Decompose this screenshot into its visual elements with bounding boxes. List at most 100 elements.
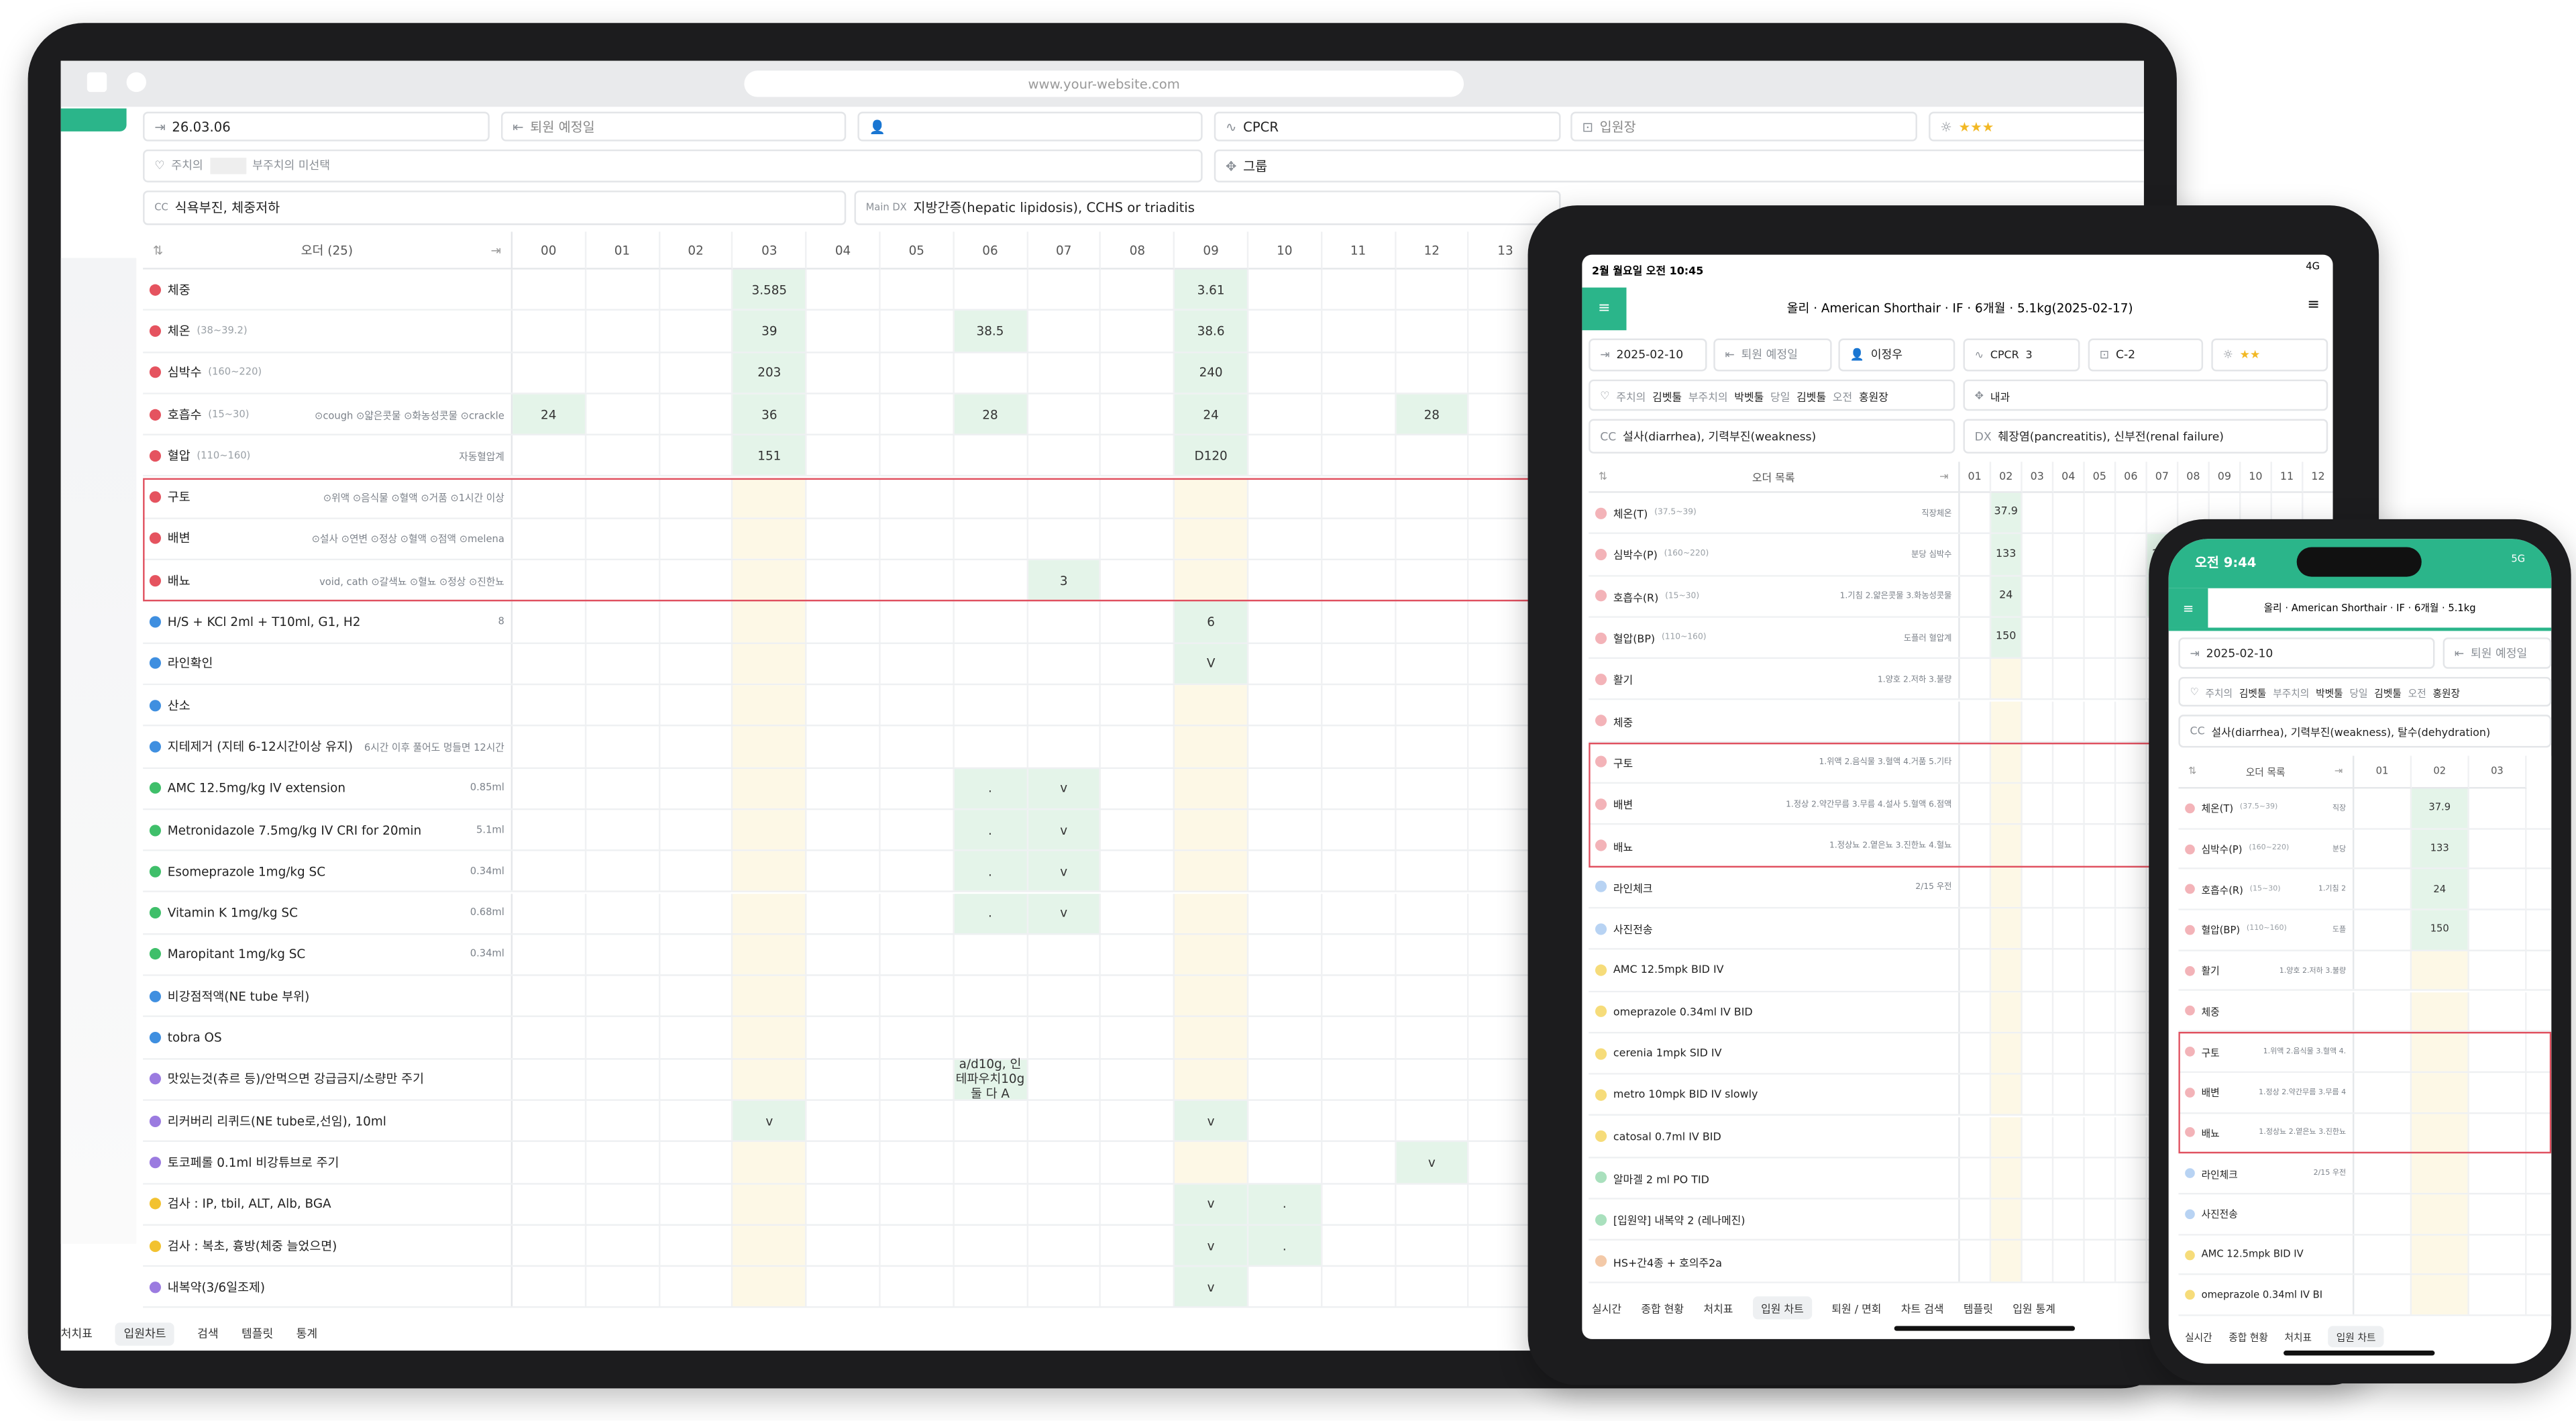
time-cell[interactable] xyxy=(881,685,955,725)
time-cell[interactable] xyxy=(954,602,1028,642)
time-cell[interactable] xyxy=(2412,991,2469,1031)
hour-header[interactable]: 01 xyxy=(2354,755,2412,789)
time-cell[interactable] xyxy=(1322,643,1396,684)
order-row[interactable]: 구토 1.위액 2.음식물 3.혈액 4. xyxy=(2178,1032,2552,1073)
time-cell[interactable] xyxy=(1396,643,1470,684)
time-cell[interactable] xyxy=(807,851,881,892)
time-cell[interactable] xyxy=(881,727,955,767)
time-cell[interactable] xyxy=(659,352,734,393)
time-cell[interactable] xyxy=(513,685,586,725)
time-cell[interactable] xyxy=(1028,1142,1102,1183)
time-cell[interactable] xyxy=(733,685,807,725)
time-cell[interactable] xyxy=(1960,742,1992,782)
time-cell[interactable] xyxy=(1248,934,1322,975)
time-cell[interactable] xyxy=(1322,685,1396,725)
time-cell[interactable] xyxy=(881,435,955,476)
hour-header[interactable]: 03 xyxy=(2022,462,2054,493)
hour-header[interactable]: 11 xyxy=(2271,462,2304,493)
order-row[interactable]: v 토코페롤 0.1ml 비강튜브로 주기 xyxy=(143,1142,2144,1184)
time-cell[interactable] xyxy=(807,1142,881,1183)
time-cell[interactable] xyxy=(2241,492,2272,533)
time-cell[interactable] xyxy=(2354,910,2412,949)
time-cell[interactable] xyxy=(1991,950,2023,990)
time-cell[interactable] xyxy=(2469,910,2527,949)
time-cell[interactable] xyxy=(1248,1142,1322,1183)
time-cell[interactable] xyxy=(1396,519,1470,559)
time-cell[interactable] xyxy=(586,602,660,642)
time-cell[interactable] xyxy=(2085,1075,2116,1115)
time-cell[interactable] xyxy=(1960,1241,1992,1281)
time-cell[interactable] xyxy=(881,643,955,684)
time-cell[interactable] xyxy=(881,394,955,434)
time-cell[interactable] xyxy=(513,311,586,352)
time-cell[interactable] xyxy=(807,976,881,1016)
order-row[interactable]: 구토 1.위액 2.음식물 3.혈액 4.거품 5.기타 xyxy=(1589,742,2333,784)
time-cell[interactable] xyxy=(1102,560,1175,600)
time-cell[interactable] xyxy=(1028,519,1102,559)
nav-item[interactable]: 템플릿 xyxy=(241,1327,274,1341)
time-cell[interactable] xyxy=(2053,1075,2085,1115)
time-cell[interactable] xyxy=(1102,685,1175,725)
time-cell[interactable]: v xyxy=(1395,1142,1470,1183)
time-cell[interactable] xyxy=(807,727,881,767)
time-cell[interactable] xyxy=(1175,519,1249,559)
time-cell[interactable] xyxy=(807,1017,881,1058)
time-cell[interactable] xyxy=(2023,742,2054,782)
time-cell[interactable] xyxy=(586,269,660,310)
time-cell[interactable] xyxy=(1248,768,1322,808)
order-row[interactable]: 산소 xyxy=(143,685,2144,727)
time-cell[interactable] xyxy=(954,560,1028,600)
hour-header[interactable]: 07 xyxy=(1028,231,1102,270)
time-cell[interactable] xyxy=(1248,435,1322,476)
nav-item[interactable]: 실시간 xyxy=(2185,1332,2212,1345)
order-row[interactable]: 150 혈압(BP) (110~160) 도플러 혈압계 xyxy=(1589,617,2333,660)
order-row[interactable]: . v AMC 12.5mg/kg IV extension 0.85ml xyxy=(143,768,2144,810)
time-cell[interactable] xyxy=(1960,1116,1992,1157)
time-cell[interactable] xyxy=(1248,893,1322,933)
time-cell[interactable] xyxy=(1322,768,1396,808)
person-field[interactable]: 👤 이정우 xyxy=(1838,338,1955,372)
order-row[interactable]: Maropitant 1mg/kg SC 0.34ml xyxy=(143,934,2144,976)
order-row[interactable]: v. 검사 : 복초, 흉방(체중 늘었으면) xyxy=(143,1225,2144,1267)
time-cell[interactable] xyxy=(2085,742,2116,782)
time-cell[interactable] xyxy=(2085,534,2116,575)
time-cell[interactable]: v xyxy=(1175,1267,1249,1308)
order-row[interactable]: 151 D120 혈압 (110~160) 자동혈압계 xyxy=(143,435,2144,478)
time-cell[interactable] xyxy=(1322,519,1396,559)
time-cell[interactable] xyxy=(1396,1183,1470,1224)
time-cell[interactable] xyxy=(1322,311,1396,352)
time-cell[interactable] xyxy=(2053,700,2085,741)
time-cell[interactable] xyxy=(2210,492,2241,533)
time-cell[interactable] xyxy=(881,602,955,642)
nav-item[interactable]: 입원 통계 xyxy=(2012,1303,2055,1316)
time-cell[interactable] xyxy=(1102,477,1175,517)
order-row[interactable]: v. 검사 : IP, tbil, ALT, Alb, BGA xyxy=(143,1183,2144,1226)
time-cell[interactable] xyxy=(2116,1116,2147,1157)
order-row[interactable]: metro 10mpk BID IV slowly xyxy=(1589,1075,2333,1117)
time-cell[interactable] xyxy=(2085,992,2116,1032)
time-cell[interactable] xyxy=(733,893,807,933)
time-cell[interactable] xyxy=(1960,1033,1992,1073)
time-cell[interactable] xyxy=(586,685,660,725)
time-cell[interactable] xyxy=(1102,1183,1175,1224)
time-cell[interactable] xyxy=(1991,1075,2023,1115)
order-row[interactable]: tobra OS xyxy=(143,1017,2144,1059)
time-cell[interactable] xyxy=(659,643,734,684)
time-cell[interactable] xyxy=(1396,976,1470,1016)
group-field[interactable]: ✥ 그룹 xyxy=(1214,149,2144,182)
time-cell[interactable] xyxy=(586,893,660,933)
time-cell[interactable] xyxy=(2354,870,2412,909)
time-cell[interactable] xyxy=(1248,519,1322,559)
doctor-field[interactable]: ♡ 주치의 김벳툴 부주치의 박벳툴 당일 김벳툴 오전 홍원장 xyxy=(2178,676,2552,707)
time-cell[interactable] xyxy=(807,1100,881,1141)
time-cell[interactable]: v xyxy=(1175,1225,1249,1266)
order-row[interactable]: . v Vitamin K 1mg/kg SC 0.68ml xyxy=(143,893,2144,935)
time-cell[interactable] xyxy=(2023,534,2054,575)
time-cell[interactable] xyxy=(513,1100,586,1141)
nav-item[interactable]: 검색 xyxy=(197,1327,219,1341)
dept-field[interactable]: ✥ 내과 xyxy=(1963,379,2328,411)
time-cell[interactable] xyxy=(807,1183,881,1224)
time-cell[interactable] xyxy=(586,560,660,600)
time-cell[interactable] xyxy=(1322,934,1396,975)
order-row[interactable]: 24 36 28 24 28 호흡수 (15~30) ⊙cough ⊙얇은콧물 ⊙화농성콧물 … xyxy=(143,394,2144,436)
